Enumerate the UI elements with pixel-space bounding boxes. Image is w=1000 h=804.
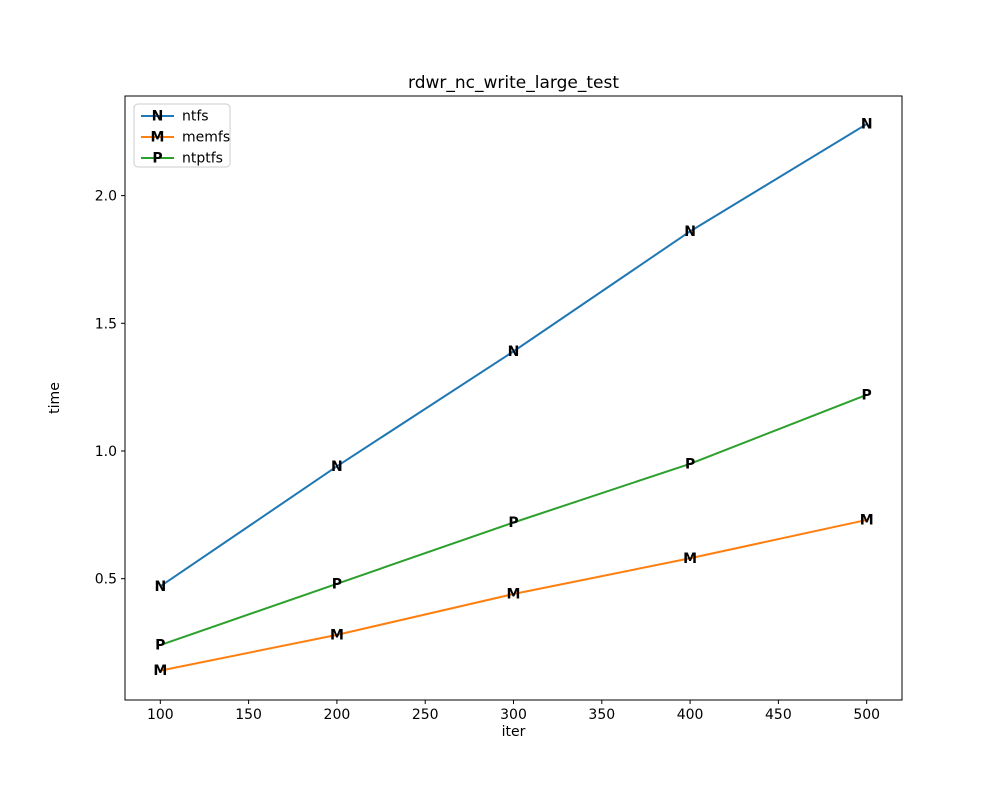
series-line-ntptfs (159, 393, 868, 647)
x-tick-label: 150 (235, 707, 262, 723)
x-axis-label: iter (502, 724, 526, 740)
series-line-memfs (160, 518, 867, 672)
marker-ntfs: N (861, 117, 873, 133)
y-axis: 0.5 1.0 1.5 2.0 (95, 189, 125, 588)
legend-box (133, 103, 231, 168)
marker-ntfs: N (154, 579, 166, 595)
marker-memfs: M (683, 551, 697, 567)
x-tick-label: 350 (588, 707, 615, 723)
legend-label-memfs: memfs (182, 130, 230, 146)
marker-ntptfs: P (155, 638, 165, 654)
marker-ntptfs: P (508, 515, 518, 531)
marker-memfs: M (330, 627, 344, 643)
y-tick-label: 1.5 (95, 316, 117, 332)
x-tick-label: 500 (853, 707, 880, 723)
marker-memfs: M (507, 587, 521, 603)
y-axis-label: time (47, 382, 63, 414)
y-tick-label: 0.5 (95, 572, 117, 588)
x-tick-label: 200 (324, 707, 351, 723)
marker-ntptfs: P (862, 387, 872, 403)
y-tick-label: 2.0 (95, 189, 117, 205)
plot-area (125, 96, 902, 700)
series-line-ntfs (159, 123, 868, 588)
legend-label-ntptfs: ntptfs (182, 151, 223, 167)
marker-ntptfs: P (332, 576, 342, 592)
x-tick-label: 300 (500, 707, 527, 723)
marker-ntfs: N (508, 344, 520, 360)
marker-ntfs: N (684, 224, 696, 240)
legend-marker-memfs: M (151, 130, 165, 146)
x-tick-label: 450 (765, 707, 792, 723)
legend-marker-ntfs: N (152, 109, 164, 125)
x-tick-label: 100 (147, 707, 174, 723)
x-tick-label: 400 (677, 707, 704, 723)
legend-marker-ntptfs: P (152, 151, 162, 167)
marker-ntptfs: P (685, 456, 695, 472)
marker-ntfs: N (331, 459, 343, 475)
marker-memfs: M (153, 663, 167, 679)
x-axis: 100 150 200 250 300 350 400 450 500 (147, 700, 880, 723)
marker-memfs: M (860, 512, 874, 528)
chart-title: rdwr_nc_write_large_test (408, 73, 619, 93)
y-tick-label: 1.0 (95, 444, 117, 460)
legend-label-ntfs: ntfs (182, 109, 209, 125)
x-tick-label: 250 (412, 707, 439, 723)
